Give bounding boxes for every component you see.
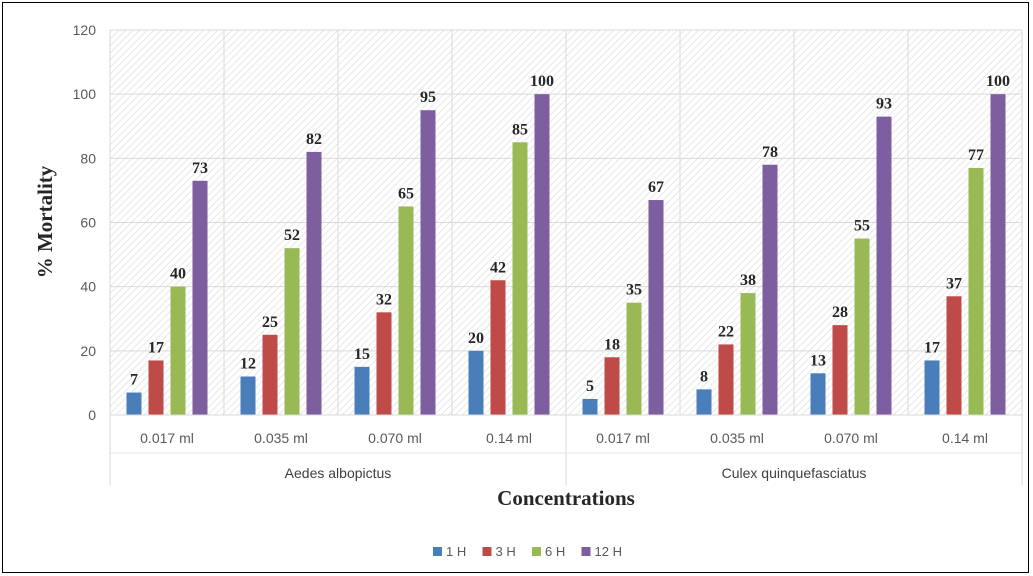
y-axis-ticks: 0 20 40 60 80 100 120: [73, 22, 97, 423]
data-label: 55: [854, 218, 870, 235]
x-tick-label: 0.017 ml: [596, 430, 650, 446]
bar: [626, 302, 642, 415]
data-label: 77: [968, 147, 984, 164]
data-labels: 7 17 40 73 12 25 52 82 15 32 65 95 20 42 85 100 5 18 35 67 8…: [130, 73, 1010, 395]
bar: [306, 151, 322, 415]
bar: [832, 325, 848, 415]
data-label: 22: [718, 323, 734, 340]
bars: [126, 94, 1006, 416]
x-tick-label: 0.14 ml: [942, 430, 988, 446]
data-label: 38: [740, 272, 756, 289]
bar: [512, 142, 528, 415]
bar: [582, 398, 598, 415]
data-label: 82: [306, 131, 322, 148]
x-tick-label: 0.035 ml: [254, 430, 308, 446]
data-label: 18: [604, 336, 620, 353]
data-label: 20: [468, 330, 484, 347]
bar: [192, 180, 208, 415]
legend: 1 H 3 H 6 H 12 H: [433, 544, 622, 559]
bar: [604, 357, 620, 415]
bar: [696, 389, 712, 415]
data-label: 85: [512, 121, 528, 138]
data-label: 28: [832, 304, 848, 321]
data-label: 32: [376, 291, 392, 308]
legend-label: 6 H: [545, 544, 565, 559]
gridlines: [109, 29, 1023, 415]
x-tick-label: 0.070 ml: [368, 430, 422, 446]
bar: [126, 392, 142, 415]
bar: [398, 206, 414, 415]
data-label: 12: [240, 356, 256, 373]
data-label: 100: [986, 73, 1010, 90]
data-label: 100: [530, 73, 554, 90]
y-tick-label: 120: [73, 22, 97, 38]
bar: [718, 344, 734, 415]
x-axis-title: Concentrations: [497, 486, 635, 510]
y-tick-label: 40: [80, 279, 96, 295]
data-label: 93: [876, 96, 892, 113]
bar: [262, 334, 278, 415]
bar: [148, 360, 164, 415]
data-label: 17: [148, 339, 164, 356]
data-label: 37: [946, 275, 962, 292]
legend-label: 12 H: [595, 544, 622, 559]
y-tick-label: 0: [88, 407, 96, 423]
data-label: 7: [130, 372, 138, 389]
data-label: 42: [490, 259, 506, 276]
x-tick-label: 0.035 ml: [710, 430, 764, 446]
legend-swatch: [482, 547, 492, 556]
bar: [924, 360, 940, 415]
legend-swatch: [433, 547, 442, 556]
bar: [854, 238, 870, 415]
data-label: 13: [810, 352, 826, 369]
bar: [284, 248, 300, 415]
bar: [648, 200, 664, 415]
data-label: 73: [192, 160, 208, 177]
legend-swatch: [581, 547, 591, 556]
data-label: 52: [284, 227, 300, 244]
data-label: 15: [354, 346, 370, 363]
x-group-label: Culex quinquefasciatus: [722, 465, 867, 481]
bar: [490, 280, 506, 415]
bar: [170, 286, 186, 415]
y-axis-title: % Mortality: [33, 165, 57, 278]
x-tick-label: 0.14 ml: [486, 430, 532, 446]
bar: [534, 94, 550, 416]
data-label: 95: [420, 89, 436, 106]
data-label: 40: [170, 266, 186, 283]
x-axis: 0.017 ml 0.035 ml 0.070 ml 0.14 ml 0.017 ml 0…: [109, 414, 1023, 485]
bar: [762, 164, 778, 415]
bar: [968, 167, 984, 415]
x-tick-label: 0.017 ml: [140, 430, 194, 446]
data-label: 8: [700, 368, 708, 385]
data-label: 78: [762, 144, 778, 161]
y-tick-label: 80: [80, 150, 96, 166]
bar: [420, 110, 436, 415]
bar: [376, 312, 392, 415]
bar: [740, 293, 756, 415]
x-tick-label: 0.070 ml: [824, 430, 878, 446]
bar: [946, 296, 962, 415]
bar: [990, 94, 1006, 416]
data-label: 35: [626, 282, 642, 299]
bar: [240, 376, 256, 415]
bar: [876, 116, 892, 415]
x-group-label: Aedes albopictus: [285, 465, 392, 481]
legend-swatch: [532, 547, 541, 556]
y-tick-label: 20: [80, 343, 96, 359]
bar: [810, 373, 826, 415]
legend-label: 1 H: [446, 544, 466, 559]
y-tick-label: 60: [80, 215, 96, 231]
y-tick-label: 100: [73, 86, 97, 102]
data-label: 5: [586, 378, 594, 395]
data-label: 65: [398, 185, 414, 202]
data-label: 17: [924, 339, 940, 356]
legend-label: 3 H: [496, 544, 516, 559]
data-label: 25: [262, 314, 278, 331]
data-label: 67: [648, 179, 664, 196]
bar: [468, 350, 484, 415]
bar: [354, 366, 370, 415]
